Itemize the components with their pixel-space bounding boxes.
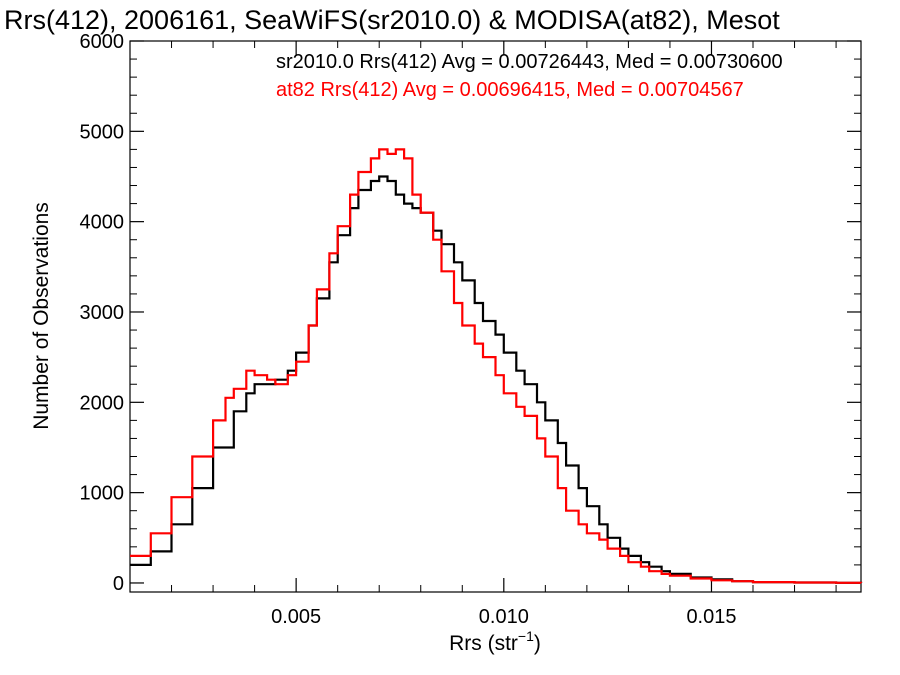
- y-tick-label: 1000: [80, 483, 125, 505]
- series-layer: [130, 148, 863, 584]
- y-tick-label: 3000: [80, 302, 125, 324]
- y-tick-label: 5000: [80, 121, 125, 143]
- annotation-at82: at82 Rrs(412) Avg = 0.00696415, Med = 0.…: [276, 79, 744, 101]
- chart-title: Rrs(412), 2006161, SeaWiFS(sr2010.0) & M…: [4, 5, 780, 35]
- x-tick-label: 0.005: [271, 606, 321, 628]
- series-at82-line: [130, 148, 863, 584]
- y-tick-label: 4000: [80, 212, 125, 234]
- x-axis-label-base: Rrs (str: [449, 632, 518, 655]
- y-tick-label: 2000: [80, 392, 125, 414]
- y-axis: 0 1000 2000 3000 4000 5000 6000: [80, 31, 861, 595]
- x-axis-label-close: ): [534, 632, 541, 655]
- x-tick-label: 0.010: [479, 606, 529, 628]
- annotation-sr2010: sr2010.0 Rrs(412) Avg = 0.00726443, Med …: [276, 51, 783, 73]
- x-axis-label: Rrs (str−1): [449, 628, 541, 655]
- x-axis: 0.005 0.010 0.015: [171, 41, 837, 628]
- y-axis-label: Number of Observations: [30, 202, 53, 430]
- y-tick-label: 0: [113, 573, 124, 595]
- y-tick-label: 6000: [80, 31, 125, 53]
- plot-frame: [129, 40, 862, 593]
- series-sr2010-line: [130, 175, 863, 584]
- x-axis-label-exponent: −1: [518, 628, 534, 644]
- x-tick-label: 0.015: [686, 606, 736, 628]
